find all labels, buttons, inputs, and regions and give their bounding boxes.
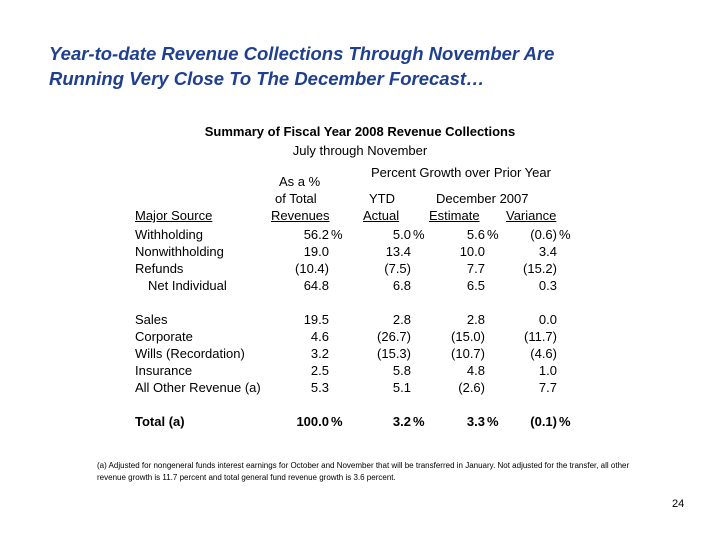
ytd-value: 5.0 — [392, 227, 411, 242]
ytd-value: 13.4 — [385, 244, 411, 259]
share-header-line-1: As a % — [279, 174, 321, 189]
percent-sign: % — [413, 414, 425, 429]
variance-value: 0.3 — [538, 278, 557, 293]
variance-value: (11.7) — [524, 329, 557, 344]
variance-header: Variance — [506, 208, 557, 223]
variance-value: (4.6) — [530, 346, 557, 361]
row-label: Wills (Recordation) — [135, 346, 245, 361]
percent-sign: % — [487, 414, 499, 429]
table-row: Sales 19.5 2.8 2.8 0.0 — [0, 312, 720, 329]
variance-value: (0.6) — [530, 227, 557, 242]
percent-sign: % — [331, 414, 343, 429]
variance-value: 0.0 — [538, 312, 557, 327]
row-label: Refunds — [135, 261, 184, 276]
estimate-value: (2.6) — [458, 380, 485, 395]
share-value: 4.6 — [310, 329, 329, 344]
slide-headline: Year-to-date Revenue Collections Through… — [49, 41, 689, 91]
estimate-value: (15.0) — [451, 329, 485, 344]
table-row: Corporate 4.6 (26.7) (15.0) (11.7) — [0, 329, 720, 346]
headline-line-2: Running Very Close To The December Forec… — [49, 68, 485, 89]
percent-sign: % — [487, 227, 499, 242]
ytd-value: (26.7) — [377, 329, 411, 344]
estimate-value: 7.7 — [466, 261, 485, 276]
ytd-header-line-2: Actual — [363, 208, 400, 223]
percent-sign: % — [559, 414, 571, 429]
percent-sign: % — [559, 227, 571, 242]
share-value: 64.8 — [303, 278, 329, 293]
percent-growth-header: Percent Growth over Prior Year — [371, 165, 551, 180]
estimate-value: 10.0 — [459, 244, 485, 259]
variance-value: (0.1) — [530, 414, 557, 429]
row-label: Nonwithholding — [135, 244, 224, 259]
share-value: 3.2 — [310, 346, 329, 361]
summary-period: July through November — [292, 143, 428, 158]
table-row: Nonwithholding 19.0 13.4 10.0 3.4 — [0, 244, 720, 261]
table-row: Refunds (10.4) (7.5) 7.7 (15.2) — [0, 261, 720, 278]
table-row: Wills (Recordation) 3.2 (15.3) (10.7) (4… — [0, 346, 720, 363]
percent-sign: % — [331, 227, 343, 242]
variance-value: 3.4 — [538, 244, 557, 259]
ytd-value: 5.1 — [392, 380, 411, 395]
row-label: Withholding — [135, 227, 203, 242]
table-row: Withholding 56.2 % 5.0 % 5.6 % (0.6) % — [0, 227, 720, 244]
row-label: Corporate — [135, 329, 193, 344]
ytd-value: 3.2 — [392, 414, 411, 429]
variance-value: (15.2) — [523, 261, 557, 276]
ytd-value: (15.3) — [377, 346, 411, 361]
row-label: Insurance — [135, 363, 193, 378]
share-value: 2.5 — [310, 363, 329, 378]
major-source-header: Major Source — [135, 208, 213, 223]
estimate-value: 5.6 — [466, 227, 485, 242]
percent-sign: % — [413, 227, 425, 242]
table-row-total: Total (a) 100.0 % 3.2 % 3.3 % (0.1) % — [0, 414, 720, 431]
ytd-value: 6.8 — [392, 278, 411, 293]
page-number: 24 — [672, 498, 685, 510]
estimate-value: 6.5 — [466, 278, 485, 293]
table-row: Net Individual 64.8 6.8 6.5 0.3 — [0, 278, 720, 295]
estimate-value: (10.7) — [451, 346, 485, 361]
share-value: (10.4) — [295, 261, 329, 276]
share-header-line-2: of Total — [275, 191, 317, 206]
summary-title: Summary of Fiscal Year 2008 Revenue Coll… — [204, 124, 516, 139]
estimate-value: 3.3 — [466, 414, 485, 429]
table-row: All Other Revenue (a) 5.3 5.1 (2.6) 7.7 — [0, 380, 720, 397]
row-label: Net Individual — [148, 278, 227, 293]
share-value: 100.0 — [296, 414, 329, 429]
ytd-value: 2.8 — [392, 312, 411, 327]
row-label: Sales — [135, 312, 168, 327]
share-value: 19.0 — [303, 244, 329, 259]
headline-line-1: Year-to-date Revenue Collections Through… — [49, 43, 555, 64]
footnote: (a) Adjusted for nongeneral funds intere… — [97, 461, 630, 482]
variance-value: 7.7 — [538, 380, 557, 395]
row-label: All Other Revenue (a) — [135, 380, 261, 395]
share-value: 5.3 — [310, 380, 329, 395]
estimate-value: 2.8 — [466, 312, 485, 327]
share-value: 19.5 — [303, 312, 329, 327]
row-label: Total (a) — [135, 414, 185, 429]
share-value: 56.2 — [303, 227, 329, 242]
share-header-line-3: Revenues — [271, 208, 330, 223]
ytd-value: (7.5) — [384, 261, 411, 276]
table-row: Insurance 2.5 5.8 4.8 1.0 — [0, 363, 720, 380]
ytd-value: 5.8 — [392, 363, 411, 378]
forecast-header-line-1: December 2007 — [436, 191, 529, 206]
ytd-header-line-1: YTD — [369, 191, 395, 206]
forecast-header-line-2: Estimate — [429, 208, 480, 223]
estimate-value: 4.8 — [466, 363, 485, 378]
variance-value: 1.0 — [538, 363, 557, 378]
